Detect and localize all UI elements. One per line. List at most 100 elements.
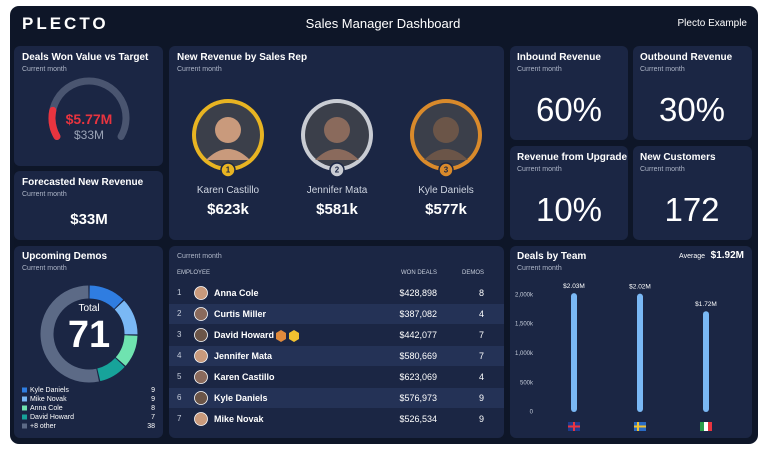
bar	[703, 311, 709, 412]
avatar-face	[433, 117, 459, 143]
row-demos: 4	[478, 308, 484, 319]
legend-label: Kyle Daniels	[30, 386, 69, 394]
y-tick-label: 0	[530, 410, 534, 416]
y-tick-label: 1,000k	[515, 351, 534, 357]
flag	[634, 425, 646, 428]
y-tick-label: 500k	[520, 380, 534, 386]
rank: 3	[444, 166, 449, 175]
flag	[700, 422, 704, 431]
card-title: Upcoming Demos	[22, 251, 108, 262]
donut-segment	[114, 300, 138, 335]
row-rank: 6	[177, 393, 182, 402]
donut-segment	[96, 357, 125, 382]
row-avatar	[194, 412, 208, 426]
card-title: Revenue from Upgrade	[517, 152, 628, 163]
average-value: $1.92M	[710, 250, 744, 261]
row-avatar	[194, 328, 208, 342]
card	[14, 171, 163, 240]
rep-value: $577k	[425, 201, 467, 218]
avatar-body	[206, 149, 250, 160]
row-won-deals: $576,973	[399, 392, 437, 403]
card-title: Inbound Revenue	[517, 52, 601, 63]
row-rank: 4	[177, 351, 182, 360]
row-name: Curtis Miller	[214, 308, 267, 319]
donut-segment	[89, 285, 124, 310]
card	[633, 46, 752, 140]
kpi-value: 60%	[535, 91, 603, 128]
legend-value: 7	[151, 413, 155, 421]
gauge-target: $33M	[73, 128, 105, 142]
value-label: $2.03M	[563, 283, 585, 290]
row-rank: 7	[177, 414, 182, 423]
row-name: Jennifer Mata	[214, 350, 273, 361]
rank: 2	[335, 166, 340, 175]
card-subtitle: Current month	[177, 66, 222, 73]
card-subtitle: Current month	[177, 253, 222, 260]
card-title: Deals Won Value vs Target	[22, 52, 149, 63]
rep-name: Kyle Daniels	[418, 185, 474, 196]
card-title: Outbound Revenue	[640, 52, 733, 63]
row-background	[169, 304, 504, 324]
kpi-value: 10%	[535, 191, 603, 228]
row-name: Anna Cole	[214, 287, 259, 298]
kpi-value: 172	[664, 191, 720, 228]
card	[633, 146, 752, 240]
kpi-value: 30%	[658, 91, 726, 128]
card	[14, 46, 163, 166]
gauge-value	[48, 106, 61, 140]
row-demos: 9	[478, 392, 484, 403]
row-background	[169, 346, 504, 366]
row-demos: 8	[478, 287, 484, 298]
legend-label: Anna Cole	[30, 404, 63, 412]
card-title: Forecasted New Revenue	[22, 177, 144, 188]
bar	[637, 293, 643, 412]
legend-label: +8 other	[30, 422, 56, 430]
row-demos: 7	[478, 350, 484, 361]
badge	[289, 330, 299, 342]
rep-value: $623k	[207, 201, 249, 218]
card-subtitle: Current month	[640, 66, 685, 73]
legend-swatch	[22, 405, 27, 411]
legend-swatch	[22, 423, 27, 429]
row-won-deals: $387,082	[399, 308, 437, 319]
avatar-body	[315, 149, 359, 160]
donut-segment	[40, 285, 99, 383]
bar	[571, 293, 577, 412]
card-title: Deals by Team	[517, 251, 587, 262]
value-label: $2.02M	[629, 283, 651, 290]
card-subtitle: Current month	[22, 265, 67, 272]
dashboard-title: Sales Manager Dashboard	[305, 16, 461, 31]
column-header: DEMOS	[461, 270, 484, 276]
gauge-value: $5.77M	[65, 111, 113, 127]
average-label: Average	[679, 253, 705, 260]
card-subtitle: Current month	[517, 66, 562, 73]
avatar-face	[324, 117, 350, 143]
row-avatar	[194, 370, 208, 384]
account-name: Plecto Example	[677, 18, 747, 29]
logo: PLECTO	[22, 14, 109, 33]
row-won-deals: $428,898	[399, 287, 437, 298]
total-value: 71	[67, 314, 111, 356]
card-subtitle: Current month	[22, 66, 67, 73]
rep-name: Jennifer Mata	[306, 185, 368, 196]
legend-value: 38	[147, 422, 155, 430]
card-subtitle: Current month	[517, 265, 562, 272]
legend-value: 9	[151, 395, 155, 403]
row-name: David Howard	[214, 329, 275, 340]
badge	[276, 330, 286, 342]
rank-badge	[329, 162, 345, 178]
card	[510, 46, 628, 140]
row-rank: 2	[177, 309, 182, 318]
row-name: Mike Novak	[214, 413, 264, 424]
row-avatar	[194, 307, 208, 321]
legend-swatch	[22, 396, 27, 402]
flag	[704, 422, 708, 431]
donut-segment	[115, 334, 138, 366]
avatar-face	[215, 117, 241, 143]
avatar-body	[424, 149, 468, 160]
column-header: EMPLOYEE	[177, 270, 211, 276]
rank-badge	[438, 162, 454, 178]
row-rank: 3	[177, 330, 182, 339]
